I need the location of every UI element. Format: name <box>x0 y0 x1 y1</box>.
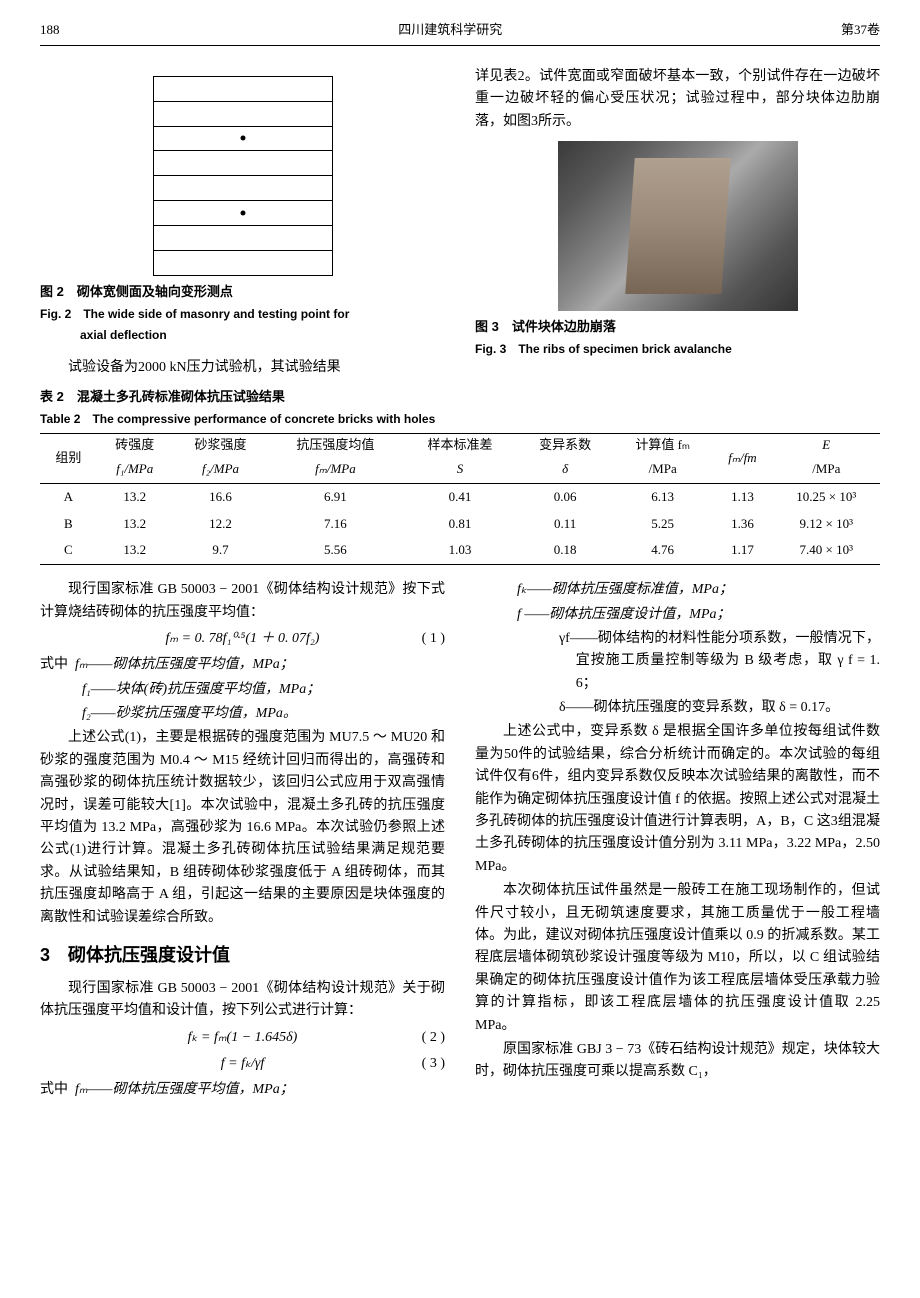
sym-delta: δ——砌体抗压强度的变异系数，取 δ = 0.17。 <box>534 697 880 719</box>
pre-table-text: 试验设备为2000 kN压力试验机，其试验结果 <box>40 357 445 379</box>
sym-fk: fₖ——砌体抗压强度标准值，MPa； <box>475 579 880 601</box>
body-p5: 本次砌体抗压试件虽然是一般砖工在施工现场制作的，但试件尺寸较小，且无砌筑速度要求… <box>475 880 880 1037</box>
table-2: 组别 砖强度 砂浆强度 抗压强度均值 样本标准差 变异系数 计算值 fₘ fₘ/… <box>40 433 880 565</box>
page-number: 188 <box>40 20 60 41</box>
body-p1: 现行国家标准 GB 50003 − 2001《砌体结构设计规范》按下式计算烧结砖… <box>40 579 445 624</box>
eq1-no: ( 1 ) <box>422 628 445 650</box>
eq3-text: f = fₖ/γf <box>221 1053 264 1075</box>
table2-title-zh: 表 2 混凝土多孔砖标准砌体抗压试验结果 <box>40 387 880 408</box>
th-group: 组别 <box>40 434 97 483</box>
journal-title: 四川建筑科学研究 <box>398 20 502 41</box>
fig3-caption-zh: 图 3 试件块体边肋崩落 <box>475 317 880 338</box>
sym-f2: f₂——砂浆抗压强度平均值，MPa。 <box>40 703 445 725</box>
th-ea: E <box>773 434 880 456</box>
top-right-column: 详见表2。试件宽面或窄面破坏基本一致，个别试件存在一边破坏重一边破坏轻的偏心受压… <box>475 66 880 382</box>
page-header: 188 四川建筑科学研究 第37卷 <box>40 20 880 46</box>
figure-2-caption: 图 2 砌体宽侧面及轴向变形测点 Fig. 2 The wide side of… <box>40 282 445 345</box>
eq1-text: fₘ = 0. 78f₁⁰·⁵(1 ＋ 0. 07f₂) <box>166 628 320 650</box>
symbol-intro-2: 式中 fₘ——砌体抗压强度平均值，MPa； <box>40 1079 445 1101</box>
th-eb: /MPa <box>773 456 880 483</box>
symbol-intro: 式中 fₘ——砌体抗压强度平均值，MPa； <box>40 654 445 676</box>
th-da: 变异系数 <box>517 434 612 456</box>
table-2-body: A 13.2 16.6 6.91 0.41 0.06 6.13 1.13 10.… <box>40 483 880 564</box>
th-f2b: f₂/MPa <box>173 456 268 483</box>
th-fmb: fₘ/MPa <box>268 456 402 483</box>
th-sb: S <box>403 456 518 483</box>
th-calca: 计算值 fₘ <box>613 434 712 456</box>
sym-f: f ——砌体抗压强度设计值，MPa； <box>475 604 880 626</box>
th-db: δ <box>517 456 612 483</box>
figure-2-diagram <box>153 76 333 276</box>
body-p6: 原国家标准 GBJ 3 − 73《砖石结构设计规范》规定，块体较大时，砌体抗压强… <box>475 1039 880 1084</box>
fig3-caption-en: Fig. 3 The ribs of specimen brick avalan… <box>475 340 880 359</box>
top-right-paragraph: 详见表2。试件宽面或窄面破坏基本一致，个别试件存在一边破坏重一边破坏轻的偏心受压… <box>475 66 880 133</box>
table-row: B 13.2 12.2 7.16 0.81 0.11 5.25 1.36 9.1… <box>40 511 880 538</box>
eq3-no: ( 3 ) <box>422 1053 445 1075</box>
th-calcb: /MPa <box>613 456 712 483</box>
eq2-text: fₖ = fₘ(1 − 1.645δ) <box>188 1027 298 1049</box>
eq2-no: ( 2 ) <box>422 1027 445 1049</box>
table2-title-en: Table 2 The compressive performance of c… <box>40 410 880 429</box>
body-p3: 现行国家标准 GB 50003 − 2001《砌体结构设计规范》关于砌体抗压强度… <box>40 978 445 1023</box>
fig2-caption-en-1: Fig. 2 The wide side of masonry and test… <box>40 305 445 324</box>
body-p2: 上述公式(1)，主要是根据砖的强度范围为 MU7.5 ～ MU20 和砂浆的强度… <box>40 727 445 929</box>
sym-f1: f₁——块体(砖)抗压强度平均值，MPa； <box>40 679 445 701</box>
equation-2: fₖ = fₘ(1 − 1.645δ) ( 2 ) <box>40 1027 445 1049</box>
figure-3-caption: 图 3 试件块体边肋崩落 Fig. 3 The ribs of specimen… <box>475 317 880 359</box>
equation-1: fₘ = 0. 78f₁⁰·⁵(1 ＋ 0. 07f₂) ( 1 ) <box>40 628 445 650</box>
fig2-caption-en-2: axial deflection <box>40 326 445 345</box>
body-two-column: 现行国家标准 GB 50003 − 2001《砌体结构设计规范》按下式计算烧结砖… <box>40 579 880 1102</box>
equation-3: f = fₖ/γf ( 3 ) <box>40 1053 445 1075</box>
th-sa: 样本标准差 <box>403 434 518 456</box>
volume: 第37卷 <box>841 20 880 41</box>
figure-3-photo <box>558 141 798 311</box>
top-two-column: 图 2 砌体宽侧面及轴向变形测点 Fig. 2 The wide side of… <box>40 66 880 382</box>
table-2-head: 组别 砖强度 砂浆强度 抗压强度均值 样本标准差 变异系数 计算值 fₘ fₘ/… <box>40 434 880 483</box>
table-row: A 13.2 16.6 6.91 0.41 0.06 6.13 1.13 10.… <box>40 483 880 510</box>
th-fma: 抗压强度均值 <box>268 434 402 456</box>
th-ratio: fₘ/fm <box>712 434 772 483</box>
th-f2a: 砂浆强度 <box>173 434 268 456</box>
th-f1b: f₁/MPa <box>97 456 173 483</box>
table-row: C 13.2 9.7 5.56 1.03 0.18 4.76 1.17 7.40… <box>40 537 880 564</box>
body-p4: 上述公式中，变异系数 δ 是根据全国许多单位按每组试件数量为50件的试验结果，综… <box>475 721 880 878</box>
fig2-caption-zh: 图 2 砌体宽侧面及轴向变形测点 <box>40 282 445 303</box>
sym-gamma: γf——砌体结构的材料性能分项系数，一般情况下，宜按施工质量控制等级为 B 级考… <box>534 628 880 695</box>
section-3-heading: 3 砌体抗压强度设计值 <box>40 941 445 970</box>
top-left-column: 图 2 砌体宽侧面及轴向变形测点 Fig. 2 The wide side of… <box>40 66 445 382</box>
th-f1a: 砖强度 <box>97 434 173 456</box>
